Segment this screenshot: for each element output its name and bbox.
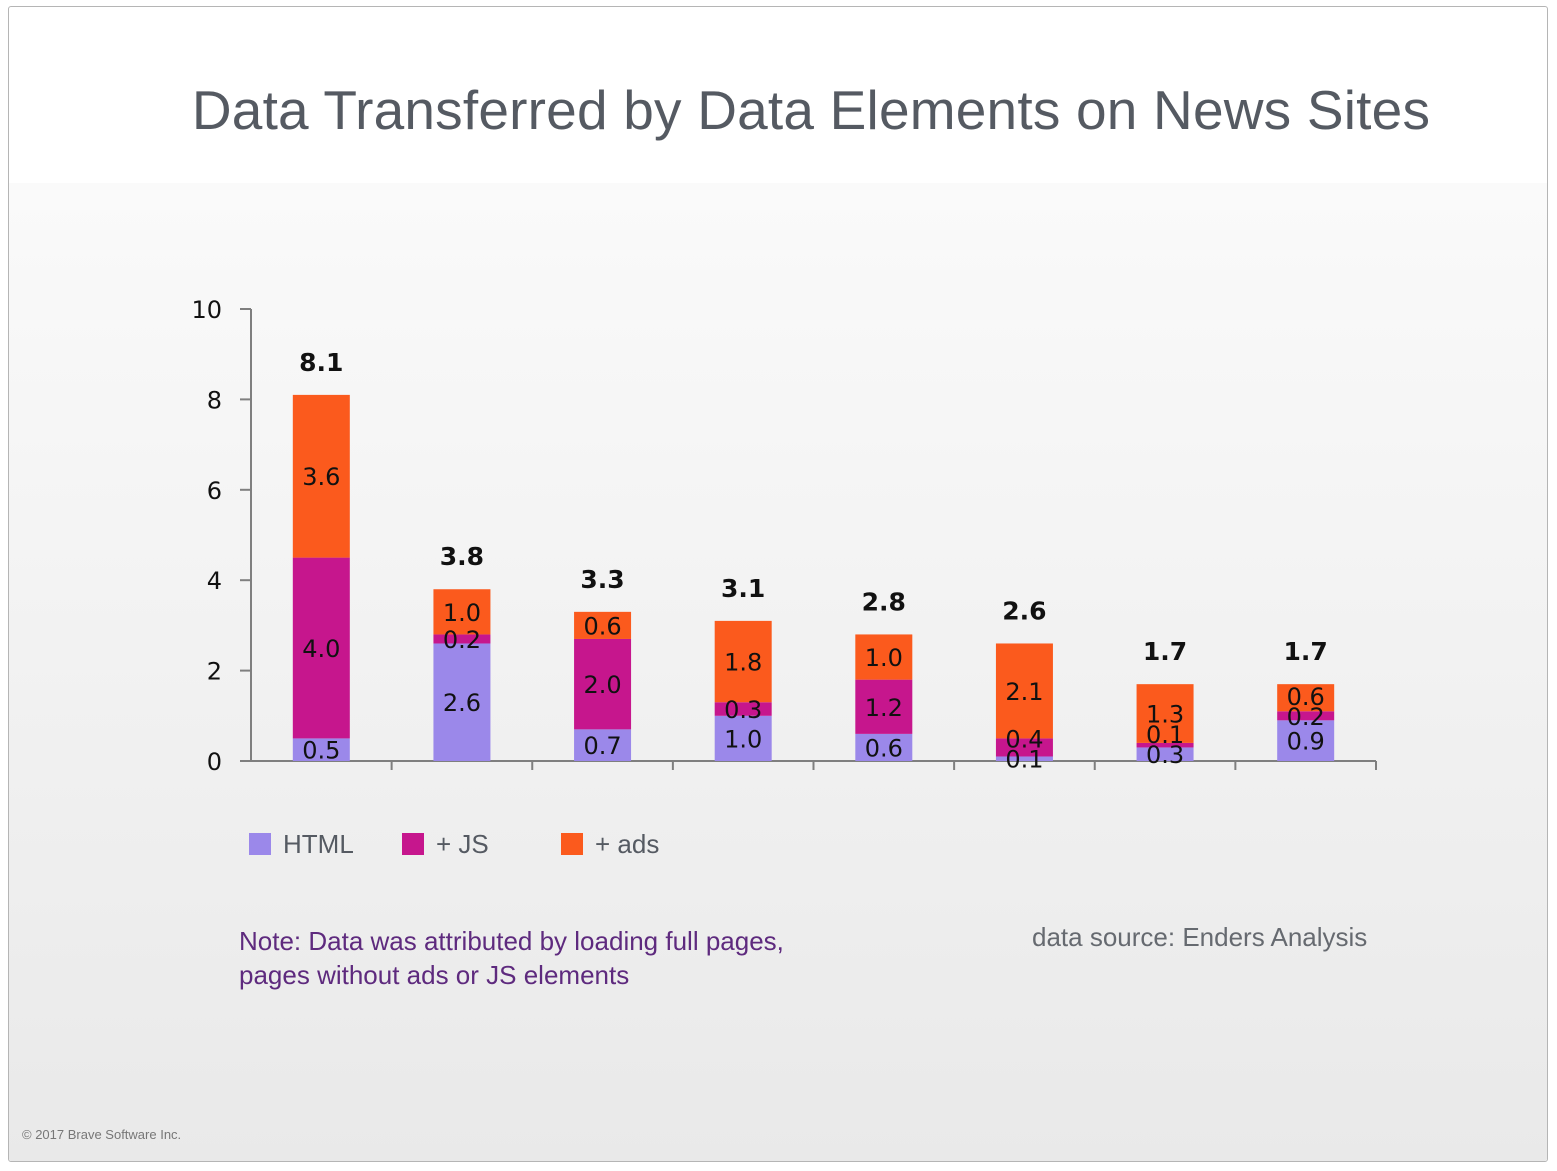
bar-value-label: 0.6 [583, 612, 621, 640]
bar-value-label: 0.4 [1005, 726, 1043, 754]
bar-segment-ads [1277, 684, 1335, 712]
bar-total-label: 2.8 [862, 587, 906, 616]
y-tick-label: 0 [207, 748, 222, 776]
bar-value-label: 0.5 [302, 737, 340, 765]
bar-segment-ads [433, 589, 491, 635]
legend-label-ads: + ads [595, 828, 660, 859]
bar-value-label: 0.6 [865, 734, 903, 762]
legend-label-js: + JS [436, 828, 489, 859]
data-source-text: data source: Enders Analysis [1032, 922, 1368, 952]
bar-value-label: 3.6 [302, 463, 340, 491]
bar-segment-js [1136, 742, 1194, 748]
legend-item-html: HTML [249, 826, 354, 862]
bar-segment-html [574, 729, 632, 761]
bar-total-label: 3.8 [440, 542, 484, 571]
legend-swatch-js [402, 833, 424, 855]
bar-segment-ads [574, 611, 632, 639]
y-tick-label: 6 [207, 477, 222, 505]
legend-label-html: HTML [283, 828, 354, 859]
legend-swatch-ads [561, 833, 583, 855]
bar-total-label: 1.7 [1143, 637, 1187, 666]
bar-total-label: 2.6 [1002, 596, 1046, 625]
bar-segment-html [292, 738, 350, 761]
bar-value-label: 2.1 [1005, 678, 1043, 706]
bar-segment-js [995, 738, 1053, 757]
y-tick-label: 4 [207, 567, 222, 595]
bar-value-label: 0.1 [1146, 721, 1184, 749]
bar-segment-js [714, 702, 772, 716]
legend-swatch-html [249, 833, 271, 855]
bar-segment-ads [995, 643, 1053, 739]
legend-item-ads: + ads [561, 826, 659, 862]
y-tick-label: 2 [207, 658, 222, 686]
bar-value-label: 0.2 [443, 626, 481, 654]
bar-value-label: 1.0 [865, 644, 903, 672]
bar-segment-html [433, 643, 491, 761]
bar-segment-ads [855, 634, 913, 680]
bar-segment-html [1277, 720, 1335, 761]
bar-value-label: 0.6 [1287, 683, 1325, 711]
bar-value-label: 0.3 [724, 696, 762, 724]
y-tick-label: 10 [191, 296, 222, 324]
y-tick-label: 8 [207, 386, 222, 414]
bar-value-label: 0.2 [1287, 703, 1325, 731]
bar-value-label: 1.8 [724, 649, 762, 677]
bar-value-label: 2.6 [443, 689, 481, 717]
bar-value-label: 0.7 [583, 732, 621, 760]
bar-total-label: 1.7 [1284, 637, 1328, 666]
slide-body [9, 183, 1547, 1161]
bar-segment-js [1277, 711, 1335, 721]
bar-value-label: 4.0 [302, 635, 340, 663]
bar-value-label: 1.0 [443, 599, 481, 627]
bar-segment-js [433, 634, 491, 644]
bar-segment-html [855, 733, 913, 761]
bar-segment-js [855, 679, 913, 734]
bar-segment-html [714, 715, 772, 761]
chart-title: Data Transferred by Data Elements on New… [191, 79, 1431, 141]
bar-segment-html [1136, 747, 1194, 761]
bar-segment-ads [1136, 684, 1194, 743]
bar-value-label: 0.9 [1287, 728, 1325, 756]
copyright-text: © 2017 Brave Software Inc. [22, 1127, 182, 1142]
bar-value-label: 1.2 [865, 694, 903, 722]
bar-segment-js [574, 638, 632, 730]
bar-total-label: 3.3 [580, 565, 624, 594]
bar-segment-js [292, 557, 350, 739]
bar-value-label: 1.0 [724, 725, 762, 753]
bar-value-label: 2.0 [583, 671, 621, 699]
bar-segment-ads [292, 394, 350, 558]
note-text: Note: Data was attributed by loading ful… [239, 926, 784, 990]
bar-value-label: 0.3 [1146, 741, 1184, 769]
slide [8, 6, 1548, 1162]
bar-total-label: 8.1 [299, 348, 343, 377]
bar-total-label: 3.1 [721, 574, 765, 603]
bar-value-label: 1.3 [1146, 701, 1184, 729]
bar-segment-html [995, 756, 1053, 761]
legend-item-js: + JS [402, 826, 489, 862]
bar-segment-ads [714, 620, 772, 703]
bar-value-label: 0.1 [1005, 746, 1043, 774]
